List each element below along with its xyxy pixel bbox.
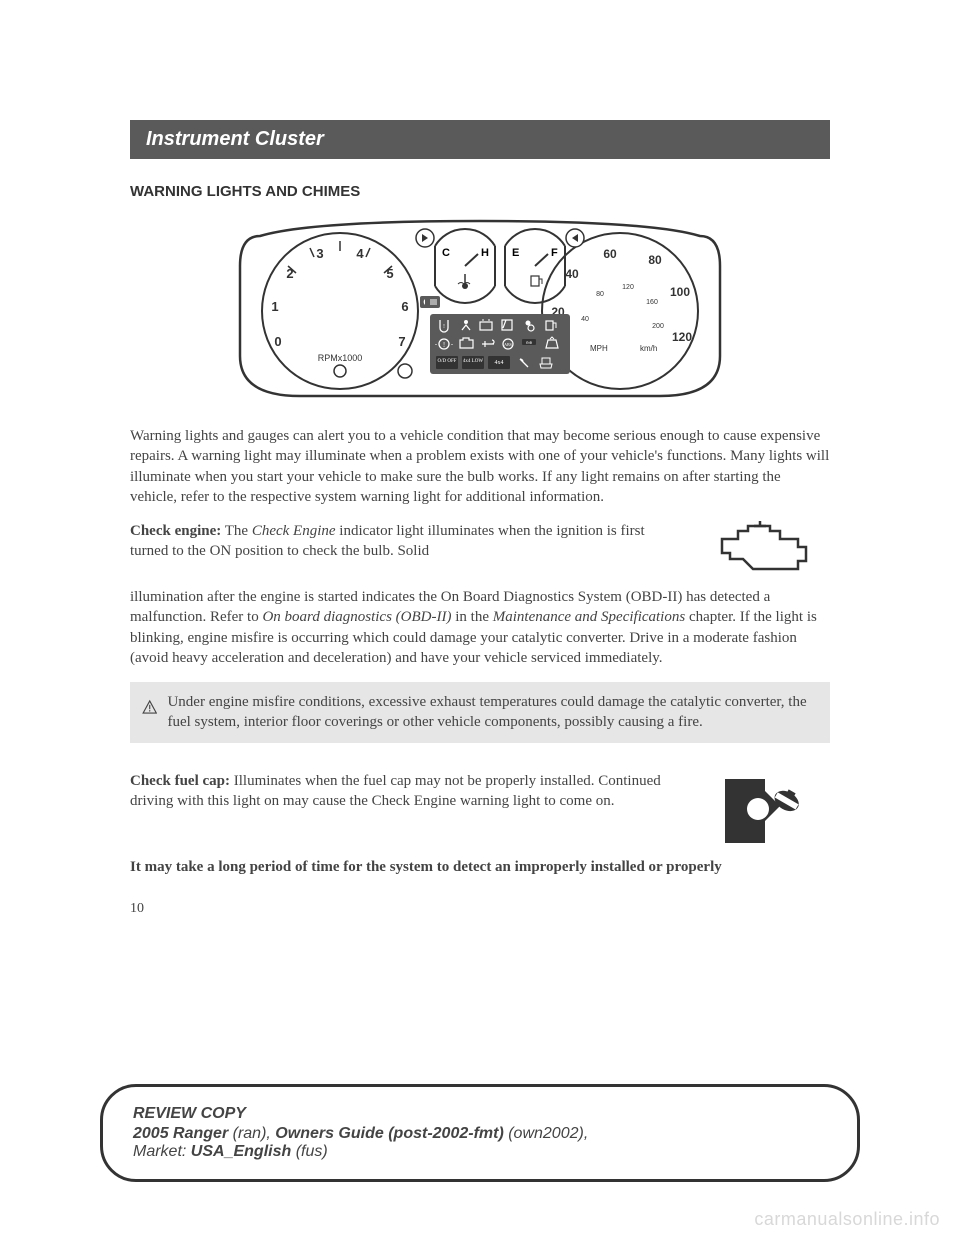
- speedo-i80: 80: [596, 291, 604, 298]
- svg-text:⊖⊕: ⊖⊕: [526, 340, 533, 345]
- footer-model: 2005 Ranger: [133, 1125, 228, 1142]
- speedo-100: 100: [670, 285, 690, 299]
- footer-metadata-box: REVIEW COPY 2005 Ranger (ran), Owners Gu…: [100, 1084, 860, 1182]
- check-fuel-label: Check fuel cap:: [130, 773, 230, 789]
- warning-callout: Under engine misfire conditions, excessi…: [130, 682, 830, 743]
- fuel-f: F: [551, 247, 558, 259]
- speedo-i200: 200: [652, 323, 664, 330]
- chapter-header: Instrument Cluster: [130, 120, 830, 159]
- warning-triangle-icon: [142, 694, 157, 720]
- intro-paragraph: Warning lights and gauges can alert you …: [130, 426, 830, 507]
- footer-ran: (ran),: [228, 1125, 275, 1142]
- tach-tick-1: 1: [271, 299, 278, 314]
- high-beam-icon: [420, 296, 440, 308]
- speedo-120: 120: [672, 330, 692, 344]
- tach-label: RPMx1000: [318, 353, 363, 363]
- speedo-i120: 120: [622, 284, 634, 291]
- check-engine-lead: The: [221, 523, 252, 539]
- temp-c: C: [442, 247, 450, 259]
- tach-tick-0: 0: [274, 334, 281, 349]
- footer-fus: (fus): [291, 1143, 327, 1160]
- page-number: 10: [130, 901, 830, 917]
- speedo-60: 60: [603, 247, 617, 261]
- svg-text:O/D OFF: O/D OFF: [437, 359, 456, 364]
- svg-text:!: !: [443, 324, 445, 330]
- footer-own: (own2002),: [504, 1125, 589, 1142]
- svg-text:!: !: [443, 341, 445, 349]
- cruise-icon: ⊖⊕: [522, 339, 536, 345]
- speedo-40: 40: [565, 267, 579, 281]
- footer-market-label: Market:: [133, 1143, 191, 1160]
- footer-review: REVIEW COPY: [133, 1105, 246, 1122]
- speedo-80: 80: [648, 253, 662, 267]
- speedo-i160: 160: [646, 299, 658, 306]
- footer-guide: Owners Guide (post-2002-fmt): [275, 1125, 503, 1142]
- tach-tick-6: 6: [401, 299, 408, 314]
- fuel-e: E: [512, 247, 519, 259]
- svg-text:4x4 LOW: 4x4 LOW: [463, 359, 483, 364]
- section-title: WARNING LIGHTS AND CHIMES: [130, 183, 830, 200]
- check-engine-label: Check engine:: [130, 523, 221, 539]
- instrument-cluster-diagram: 0 1 2 3 4 5 6 7 RPMx1000 20 40 60 80 100…: [220, 216, 740, 406]
- svg-text:4x4: 4x4: [495, 360, 504, 366]
- speedo-mph: MPH: [590, 344, 608, 353]
- fuel-cap-large-icon: [710, 771, 820, 851]
- tach-tick-7: 7: [398, 334, 405, 349]
- engine-outline-icon: [710, 521, 820, 581]
- page-content: Instrument Cluster WARNING LIGHTS AND CH…: [0, 0, 960, 917]
- svg-text:ABS: ABS: [504, 342, 512, 347]
- footer-market: USA_English: [191, 1143, 291, 1160]
- check-engine-italic1: Check Engine: [252, 523, 336, 539]
- check-engine-continuation: illumination after the engine is started…: [130, 587, 830, 668]
- bold-note: It may take a long period of time for th…: [130, 857, 830, 877]
- temp-h: H: [481, 247, 489, 259]
- speedo-kmh: km/h: [640, 344, 657, 353]
- tach-tick-4: 4: [356, 246, 364, 261]
- watermark: carmanualsonline.info: [754, 1209, 940, 1230]
- speedo-i40: 40: [581, 316, 589, 323]
- callout-text: Under engine misfire conditions, excessi…: [167, 692, 818, 733]
- tach-tick-3: 3: [316, 246, 323, 261]
